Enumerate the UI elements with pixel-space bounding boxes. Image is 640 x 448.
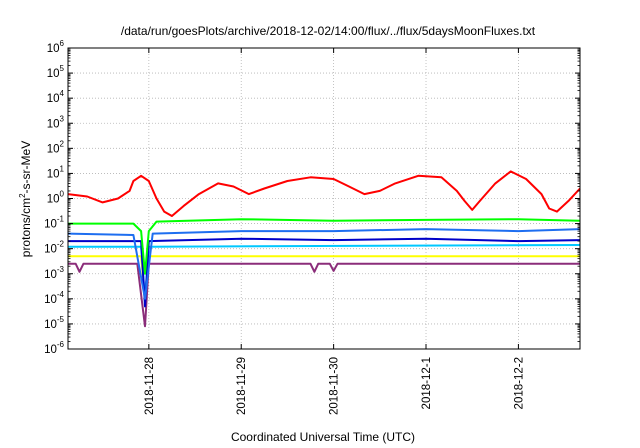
x-tick-label: 2018-12-2 <box>513 357 525 409</box>
y-tick-label: 10-4 <box>44 290 64 306</box>
x-axis-label: Coordinated Universal Time (UTC) <box>231 430 415 444</box>
series-line <box>67 170 581 217</box>
chart-title: /data/run/goesPlots/archive/2018-12-02/1… <box>121 24 536 38</box>
y-tick-label: 10-3 <box>44 265 64 281</box>
x-tick-label: 2018-11-30 <box>329 357 341 415</box>
y-tick-label: 10-1 <box>44 215 64 231</box>
y-tick-label: 104 <box>47 89 65 105</box>
y-tick-label: 106 <box>47 39 65 55</box>
y-tick-label: 101 <box>47 164 65 180</box>
y-tick-label: 10-2 <box>44 240 64 256</box>
y-axis-label: protons/cm2-s-sr-MeV <box>18 141 33 257</box>
series-line <box>68 237 581 308</box>
x-tick-label: 2018-12-1 <box>421 357 433 409</box>
ticks: 10-6 10-5 10-4 10-3 10-2 10-1 100 101 102 103 104 1… <box>44 39 580 415</box>
series-line <box>68 262 580 328</box>
y-tick-label: 10-5 <box>44 315 64 331</box>
series-line <box>67 228 581 300</box>
y-tick-label: 10-6 <box>44 340 64 356</box>
y-tick-label: 100 <box>47 190 65 206</box>
x-tick-label: 2018-11-29 <box>236 357 248 415</box>
y-tick-label: 103 <box>47 114 65 130</box>
x-tick-label: 2018-11-28 <box>144 357 156 415</box>
series-line <box>68 218 581 275</box>
series-layer <box>67 170 581 328</box>
y-tick-label: 102 <box>47 139 65 155</box>
grid <box>68 48 580 349</box>
svg-text:protons/cm2-s-sr-MeV: protons/cm2-s-sr-MeV <box>18 141 33 257</box>
y-tick-label: 105 <box>47 64 65 80</box>
plot-frame <box>67 47 581 350</box>
